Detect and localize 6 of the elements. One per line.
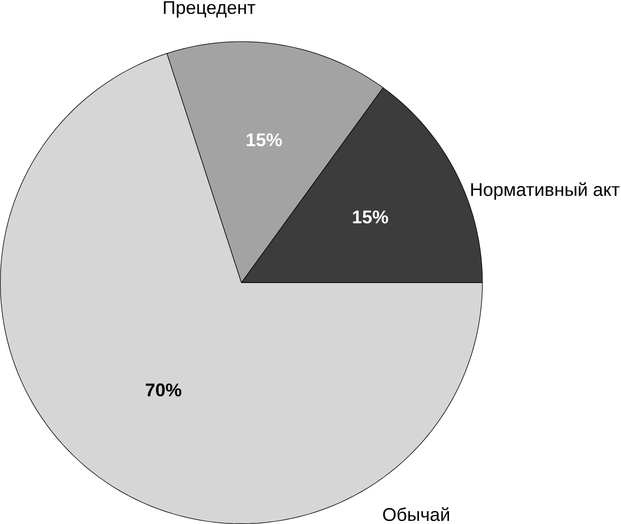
slice-label: Обычай — [383, 507, 449, 522]
slice-label: Прецедент — [164, 1, 256, 18]
data-label: 70% — [146, 383, 182, 396]
data-label: 15% — [353, 210, 388, 224]
data-label: 15% — [246, 133, 282, 146]
slice-label: Нормативный акт — [471, 182, 620, 200]
